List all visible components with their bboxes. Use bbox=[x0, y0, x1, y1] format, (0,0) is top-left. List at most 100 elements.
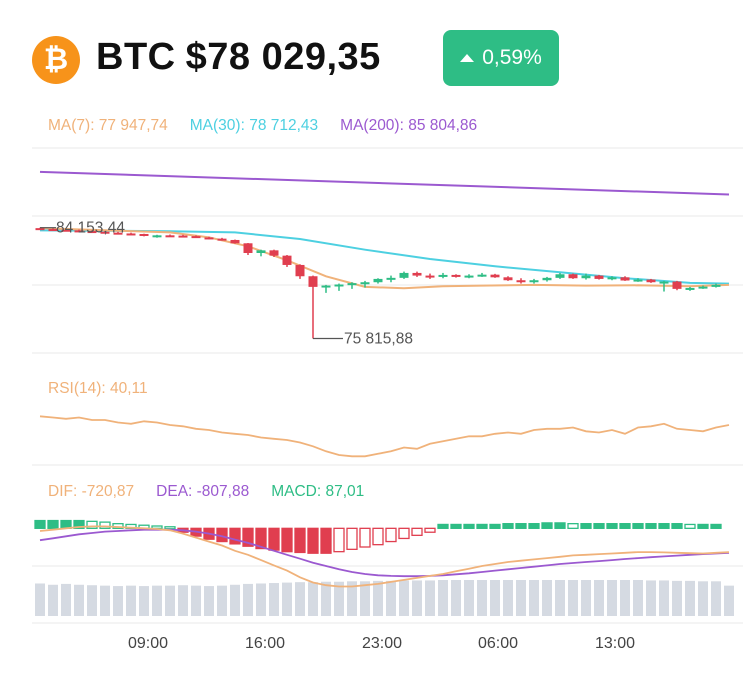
price-label: $78 029,35 bbox=[185, 36, 381, 78]
volume-bar bbox=[74, 584, 84, 616]
candle-body bbox=[360, 282, 370, 285]
volume-bar bbox=[438, 580, 448, 616]
macd-bar bbox=[307, 527, 319, 554]
volume-bar bbox=[178, 585, 188, 616]
candle-body bbox=[139, 233, 149, 236]
volume-bar bbox=[217, 585, 227, 616]
volume-bar bbox=[360, 581, 370, 616]
macd-bar bbox=[424, 527, 436, 533]
macd-bar bbox=[411, 527, 423, 536]
candle-body bbox=[282, 255, 292, 265]
volume-bar bbox=[503, 580, 513, 616]
volume-bar bbox=[308, 582, 318, 616]
candle-body bbox=[113, 232, 123, 235]
rsi-legend-value: RSI(14): 40,11 bbox=[48, 380, 148, 397]
candle-body bbox=[87, 231, 97, 234]
ma200-line bbox=[39, 170, 730, 196]
chart-lines bbox=[39, 170, 730, 588]
rsi-line bbox=[39, 415, 730, 458]
x-tick-label: 23:00 bbox=[362, 635, 402, 652]
macd-bar bbox=[593, 523, 605, 529]
candle-body bbox=[451, 274, 461, 277]
symbol-label: BTC bbox=[96, 36, 176, 78]
volume-bar bbox=[191, 585, 201, 616]
macd-legend-value: MACD: 87,01 bbox=[271, 483, 365, 500]
high-annotation: 84 153,44 bbox=[56, 220, 125, 237]
macd-bar bbox=[658, 523, 670, 529]
candle-body bbox=[48, 229, 58, 232]
volume-bar bbox=[230, 584, 240, 616]
candle-body bbox=[568, 274, 578, 279]
triangle-up-icon bbox=[460, 54, 475, 62]
candle-body bbox=[230, 239, 240, 244]
ma30-line bbox=[39, 229, 730, 285]
volume-bar bbox=[490, 580, 500, 616]
ma-legend: MA(7): 77 947,74 MA(30): 78 712,43 MA(200)… bbox=[48, 117, 499, 135]
x-axis: 09:00 16:00 23:00 06:00 13:00 bbox=[128, 635, 635, 652]
price-annotations: 84 153,44 75 815,88 bbox=[40, 220, 413, 347]
volume-bar bbox=[451, 580, 461, 616]
ma7-legend: MA(7): 77 947,74 bbox=[48, 117, 168, 134]
macd-bar bbox=[320, 527, 332, 554]
macd-bar bbox=[476, 523, 488, 529]
macd-bar bbox=[47, 519, 59, 529]
macd-bar bbox=[359, 527, 371, 548]
candle-body bbox=[425, 275, 435, 278]
candle-body bbox=[620, 277, 630, 281]
candle-body bbox=[594, 275, 604, 279]
volume-bar bbox=[581, 580, 591, 616]
bitcoin-icon: ₿ bbox=[32, 36, 80, 84]
candle-body bbox=[529, 280, 539, 283]
candle-body bbox=[672, 281, 682, 289]
candlesticks bbox=[35, 227, 721, 339]
volume-bar bbox=[269, 583, 279, 616]
volume-bar bbox=[620, 580, 630, 616]
ma7-line bbox=[39, 227, 730, 290]
volume-bar bbox=[646, 580, 656, 616]
volume-bar bbox=[295, 582, 305, 616]
x-tick-label: 13:00 bbox=[595, 635, 635, 652]
macd-bar bbox=[515, 523, 527, 529]
macd-bar bbox=[346, 527, 358, 550]
macd-bar bbox=[606, 523, 618, 529]
volume-bar bbox=[659, 580, 669, 616]
macd-bar bbox=[619, 523, 631, 529]
macd-bar bbox=[372, 527, 384, 546]
macd-bar bbox=[164, 526, 176, 530]
volume-bar bbox=[594, 580, 604, 616]
candle-body bbox=[165, 235, 175, 238]
volume-bar bbox=[347, 581, 357, 616]
volume-bar bbox=[542, 580, 552, 616]
candle-body bbox=[373, 278, 383, 283]
volume-bar bbox=[126, 585, 136, 616]
macd-bar bbox=[541, 522, 553, 529]
candle-body bbox=[204, 237, 214, 240]
volume-bar bbox=[724, 585, 734, 616]
macd-bar bbox=[450, 523, 462, 529]
macd-bar bbox=[684, 523, 696, 529]
macd-bar bbox=[86, 520, 98, 529]
x-tick-label: 06:00 bbox=[478, 635, 518, 652]
volume-bar bbox=[607, 580, 617, 616]
candle-body bbox=[711, 284, 721, 287]
dea-legend: DEA: -807,88 bbox=[156, 483, 250, 500]
volume-bar bbox=[425, 580, 435, 616]
volume-bar bbox=[386, 580, 396, 616]
candle-body bbox=[399, 272, 409, 278]
candle-body bbox=[685, 287, 695, 290]
macd-bar bbox=[385, 527, 397, 543]
candle-body bbox=[126, 233, 136, 236]
volume-bar bbox=[204, 586, 214, 616]
volume-bar bbox=[334, 581, 344, 616]
macd-legend: DIF: -720,87 DEA: -807,88 MACD: 87,01 bbox=[48, 483, 386, 501]
price-change-badge: 0,59% bbox=[443, 30, 559, 86]
volume-bar bbox=[568, 580, 578, 616]
macd-bar bbox=[567, 523, 579, 529]
candle-body bbox=[607, 277, 617, 280]
candle-body bbox=[386, 277, 396, 280]
x-tick-label: 09:00 bbox=[128, 635, 168, 652]
candle-body bbox=[256, 250, 266, 253]
volume-bar bbox=[711, 581, 721, 616]
candle-body bbox=[35, 228, 45, 231]
